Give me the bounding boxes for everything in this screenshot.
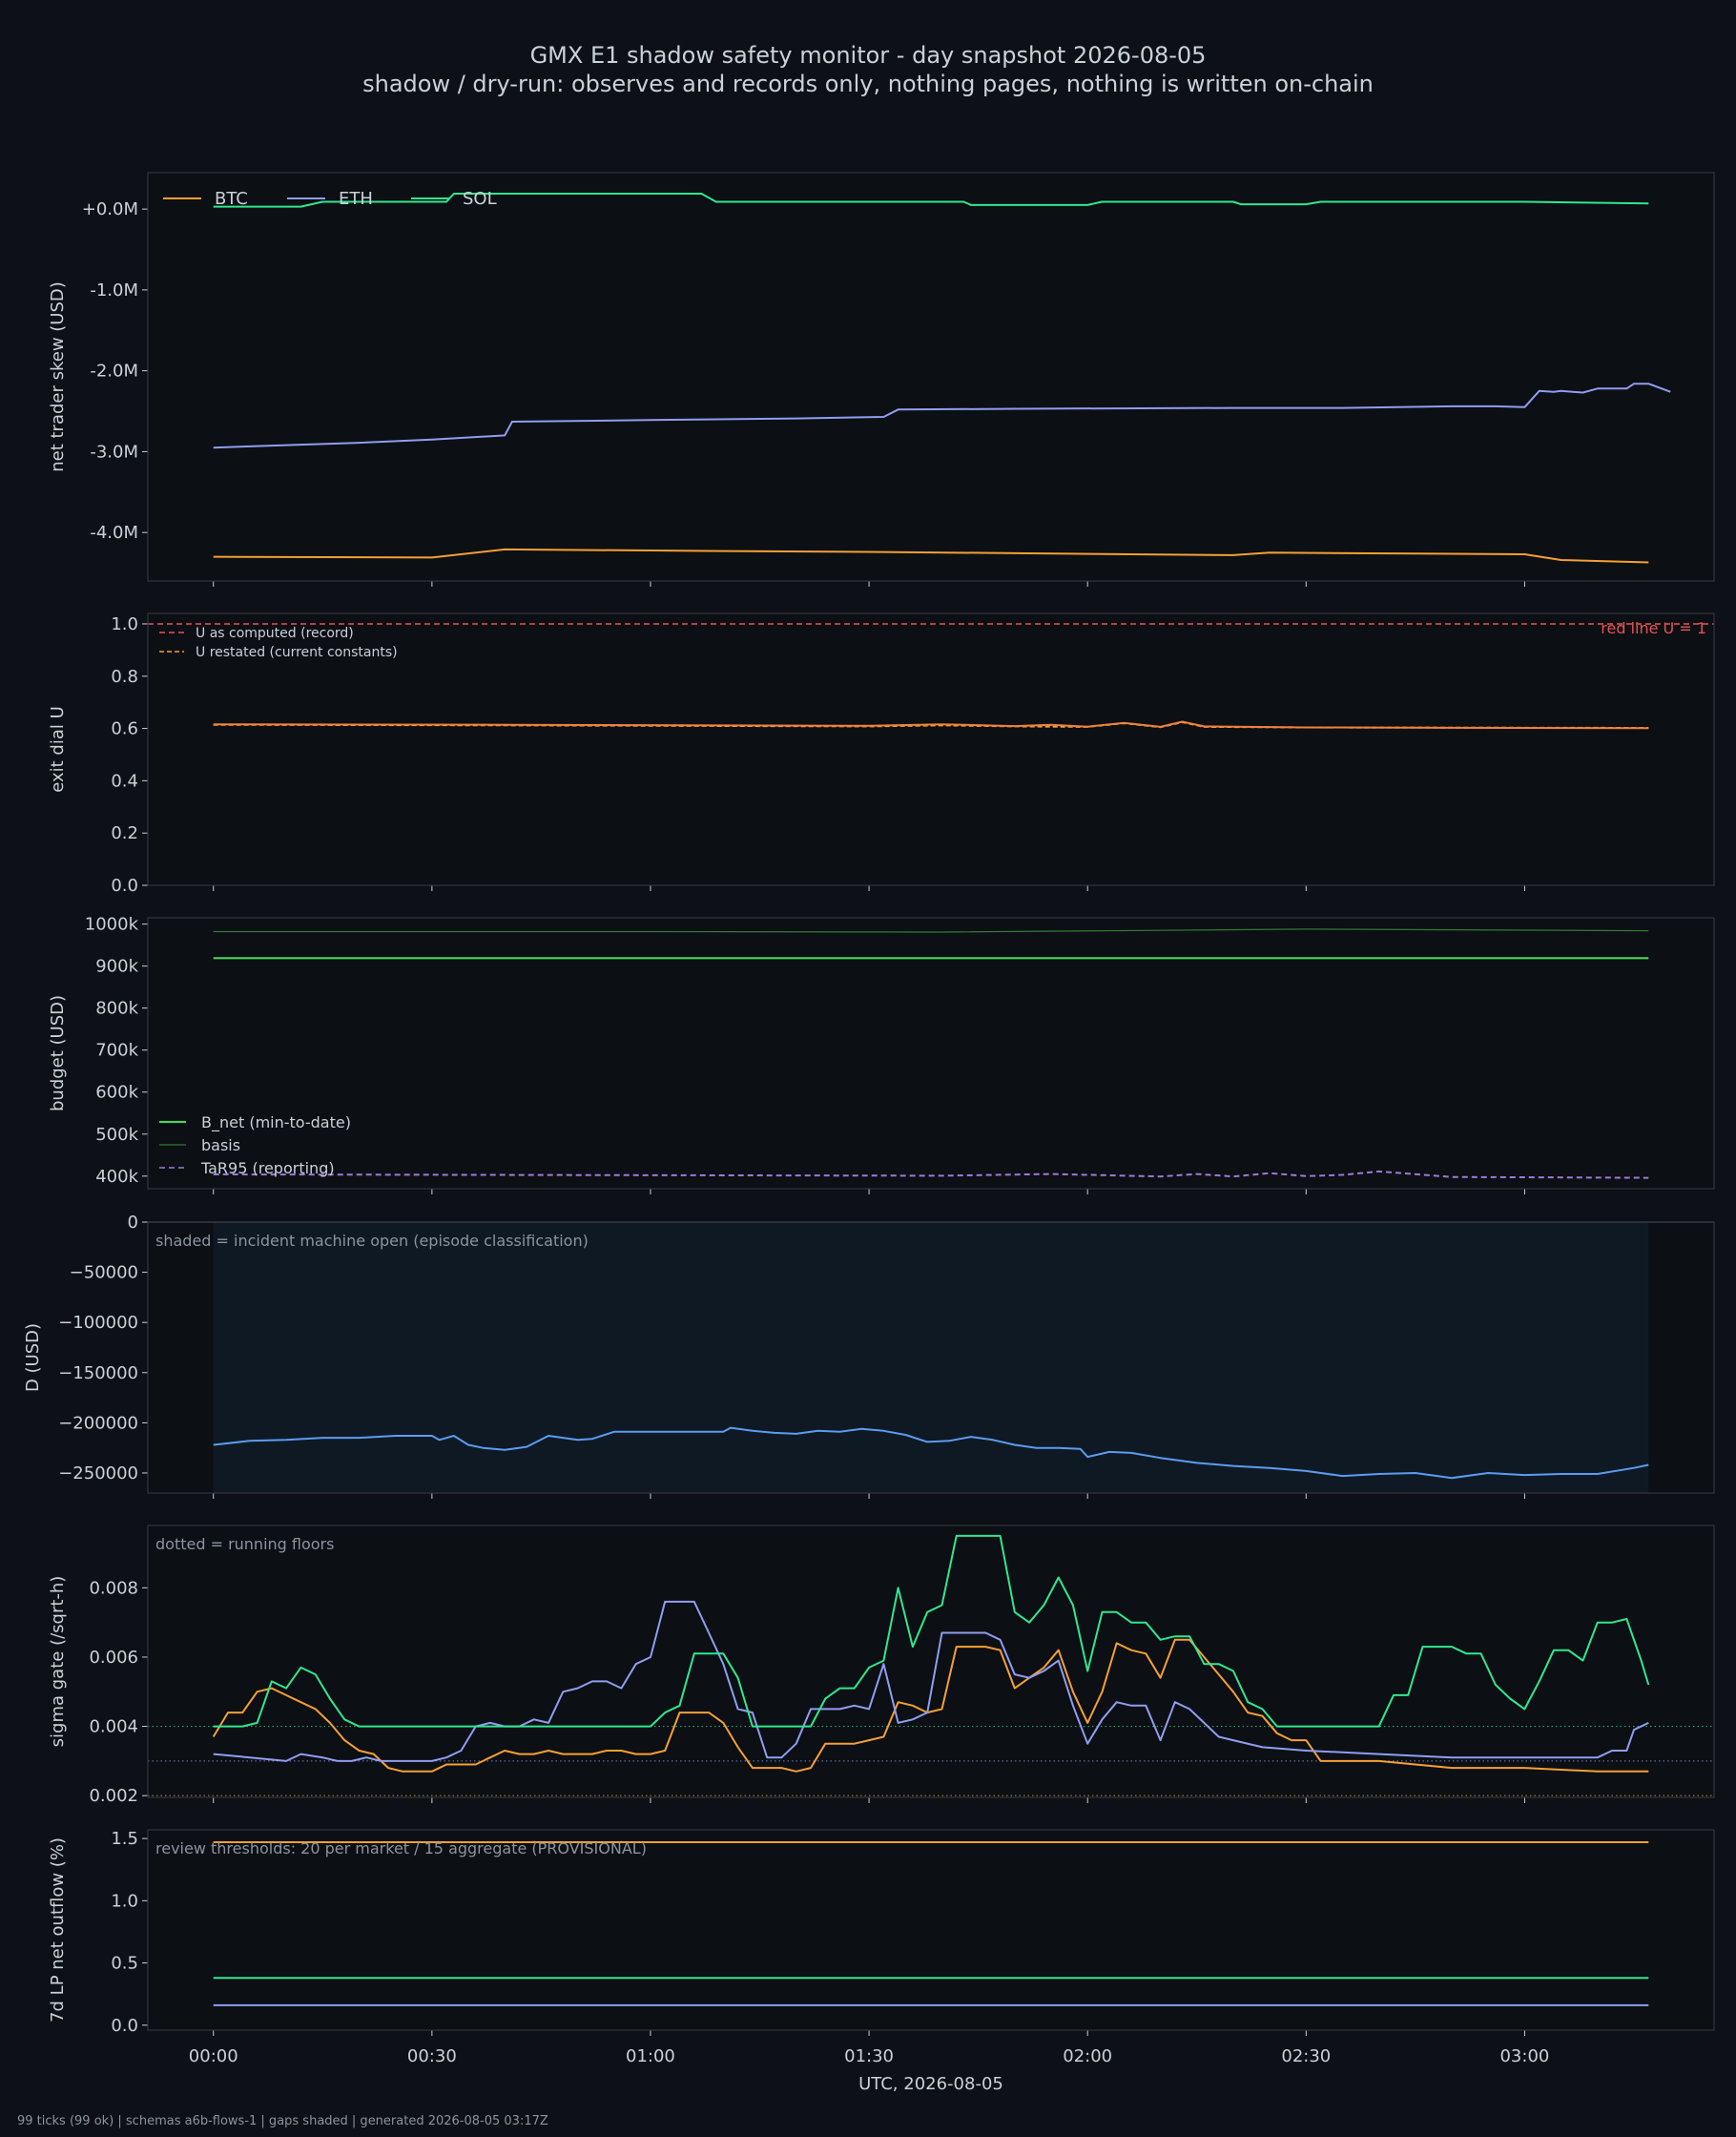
plot-area — [148, 918, 1714, 1189]
series-line-btc — [213, 548, 1649, 564]
x-axis-label: UTC, 2026-08-05 — [858, 2074, 1003, 2094]
y-axis-label: 7d LP net outflow (%) — [48, 1837, 68, 2023]
panel-annotation: dotted = running floors — [155, 1535, 334, 1553]
y-tick-label: 0.2 — [111, 823, 138, 843]
y-tick-label: 0 — [128, 1213, 138, 1233]
series-line-eth — [213, 383, 1671, 449]
plot-frame — [147, 1829, 1715, 2031]
legend-label: U as computed (record) — [196, 626, 354, 641]
plot-area — [148, 613, 1714, 885]
y-tick-label: 0.6 — [111, 719, 138, 739]
y-tick-label: 600k — [95, 1083, 138, 1103]
y-tick-label: 0.5 — [111, 1954, 138, 1974]
series-line-series-2 — [213, 720, 1649, 730]
legend-label: TaR95 (reporting) — [200, 1159, 335, 1177]
plot-frame — [147, 917, 1715, 1190]
footer-status: 99 ticks (99 ok) | schemas a6b-flows-1 |… — [17, 2114, 548, 2128]
legend-label: U restated (current constants) — [196, 645, 398, 660]
legend-label: SOL — [463, 189, 497, 209]
chart-title: GMX E1 shadow safety monitor - day snaps… — [529, 42, 1207, 69]
red-line-label: red line U = 1 — [1601, 619, 1706, 637]
series-line-basis — [213, 928, 1649, 933]
plot-frame — [147, 1221, 1715, 1494]
plot-area — [148, 1525, 1714, 1797]
chart-subtitle: shadow / dry-run: observes and records o… — [362, 71, 1374, 97]
y-tick-label: 0.006 — [89, 1648, 138, 1668]
y-tick-label: 1.0 — [111, 1891, 138, 1911]
legend-label: BTC — [215, 189, 248, 209]
y-tick-label: 0.004 — [89, 1717, 138, 1737]
legend-label: B_net (min-to-date) — [201, 1113, 351, 1132]
y-axis-label: budget (USD) — [48, 995, 68, 1111]
plot-frame — [147, 612, 1715, 886]
y-tick-label: -2.0M — [90, 362, 138, 382]
y-tick-label: 1.5 — [111, 1829, 138, 1849]
y-tick-label: 0.0 — [111, 876, 138, 896]
legend-label: ETH — [339, 189, 373, 209]
panel-annotation: review thresholds: 20 per market / 15 ag… — [155, 1839, 647, 1857]
y-axis-label: net trader skew (USD) — [48, 281, 68, 472]
y-axis-label: D (USD) — [23, 1323, 43, 1392]
y-tick-label: 0.4 — [111, 771, 138, 791]
y-tick-label: −100000 — [58, 1313, 138, 1333]
y-axis-label: exit dial U — [48, 706, 68, 793]
y-tick-label: −200000 — [58, 1413, 138, 1433]
y-tick-label: 0.008 — [89, 1578, 138, 1598]
series-line-sol — [213, 193, 1649, 208]
x-tick-label: 02:00 — [1063, 2046, 1112, 2066]
series-line-series-0 — [213, 1426, 1649, 1480]
y-tick-label: 800k — [95, 999, 138, 1019]
series-line-sol — [213, 1534, 1650, 1728]
x-tick-label: 02:30 — [1281, 2046, 1331, 2066]
y-tick-label: −250000 — [58, 1463, 138, 1483]
y-tick-label: −50000 — [70, 1263, 138, 1283]
y-tick-label: 900k — [95, 957, 138, 977]
y-tick-label: 1000k — [85, 915, 139, 935]
y-tick-label: -1.0M — [90, 280, 138, 301]
series-line-tar95-reporting- — [213, 1170, 1649, 1179]
y-tick-label: 700k — [95, 1041, 138, 1061]
incident-shade — [213, 1222, 1649, 1493]
plot-area — [148, 173, 1714, 581]
y-tick-label: 1.0 — [111, 614, 138, 634]
x-tick-label: 01:30 — [844, 2046, 894, 2066]
x-tick-label: 01:00 — [626, 2046, 675, 2066]
y-tick-label: 0.002 — [89, 1786, 138, 1806]
y-tick-label: 500k — [95, 1125, 138, 1145]
plot-area — [148, 1830, 1714, 2030]
y-tick-label: 400k — [95, 1167, 138, 1187]
x-tick-label: 03:00 — [1499, 2046, 1549, 2066]
series-line-btc — [212, 1638, 1649, 1773]
x-tick-label: 00:30 — [407, 2046, 457, 2066]
y-tick-label: +0.0M — [82, 199, 138, 219]
y-tick-label: 0.0 — [111, 2016, 138, 2036]
y-tick-label: −150000 — [58, 1363, 138, 1383]
y-axis-label: sigma gate (/sqrt-h) — [48, 1576, 68, 1748]
plot-frame — [147, 172, 1715, 582]
y-tick-label: -3.0M — [90, 442, 138, 462]
plot-frame — [147, 1525, 1715, 1798]
y-tick-label: 0.8 — [111, 667, 138, 687]
panel-annotation: shaded = incident machine open (episode … — [155, 1232, 589, 1250]
x-tick-label: 00:00 — [189, 2046, 238, 2066]
legend-label: basis — [201, 1136, 240, 1154]
y-tick-label: -4.0M — [90, 523, 138, 543]
